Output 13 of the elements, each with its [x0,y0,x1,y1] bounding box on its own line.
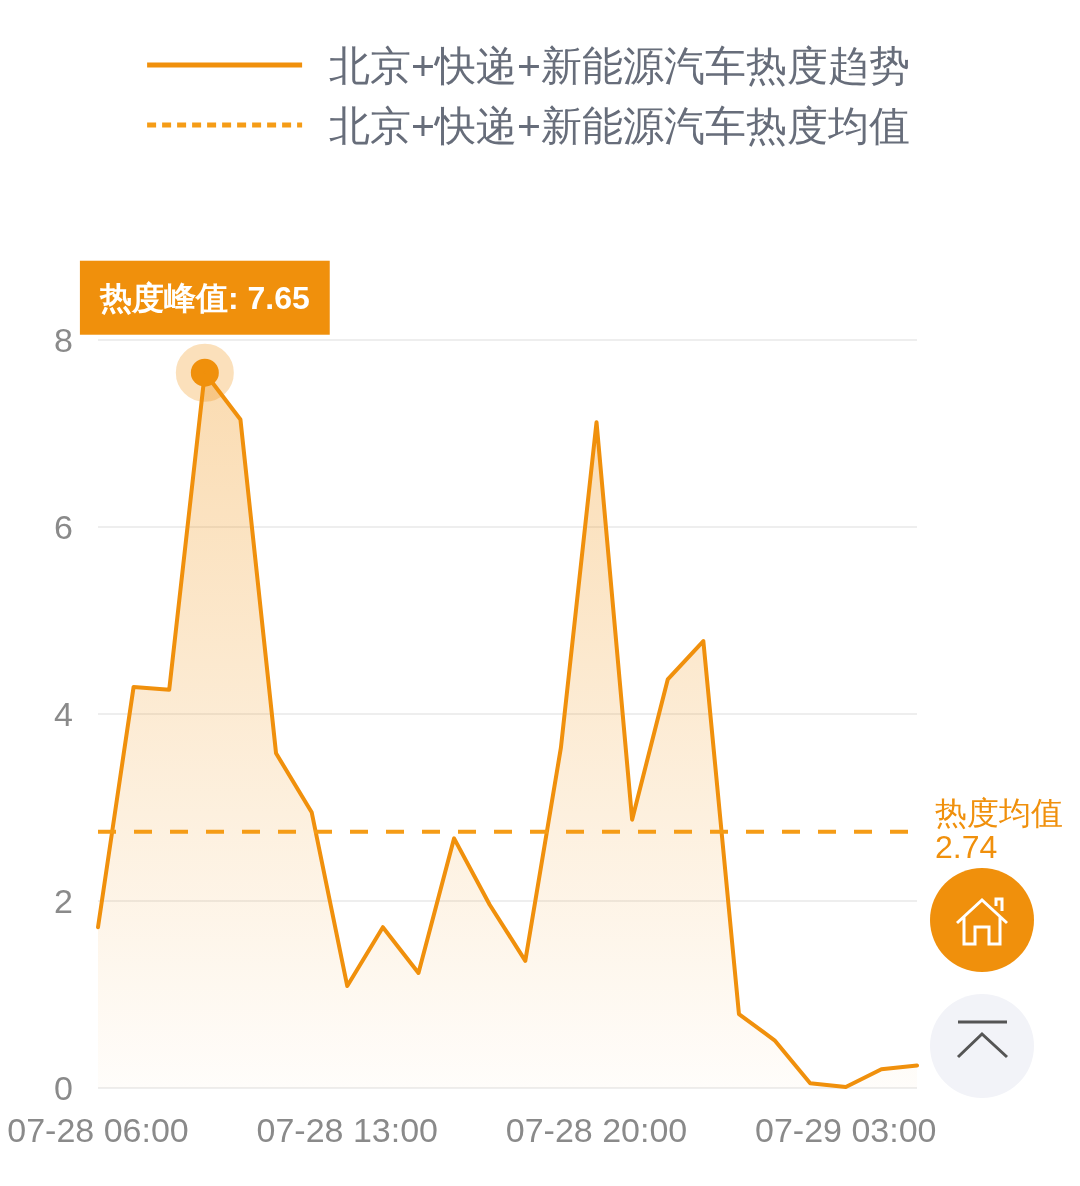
y-tick-label: 2 [54,881,73,920]
y-tick-label: 4 [54,694,73,733]
legend-label: 北京+快递+新能源汽车热度均值 [329,102,910,149]
annotation: 热度峰值: 7.65 [98,279,310,316]
legend-label: 北京+快递+新能源汽车热度趋势 [329,42,910,89]
annotation: 热度均值 2.74 [935,794,1063,865]
y-tick-label: 6 [54,507,73,546]
y-tick-label: 0 [54,1068,73,1107]
y-tick-label: 8 [54,320,73,359]
x-tick-label: 07-29 03:00 [755,1111,937,1149]
x-tick-label: 07-28 13:00 [256,1111,439,1149]
x-tick-label: 07-28 06:00 [7,1111,189,1149]
x-tick-label: 07-28 20:00 [505,1111,688,1149]
